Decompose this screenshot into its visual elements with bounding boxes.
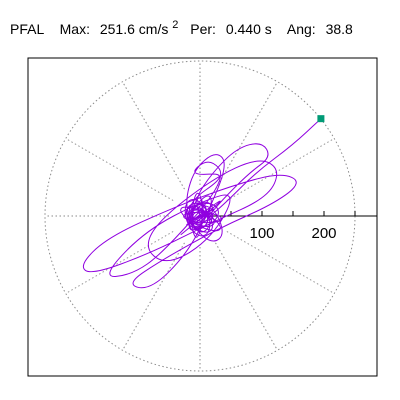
grid-spoke-120	[122, 81, 185, 190]
grid-spoke-150	[65, 138, 174, 201]
chart-header: PFAL Max: 251.6 cm/s 2 Per: 0.440 s Ang:…	[10, 15, 353, 37]
plot-frame	[27, 57, 378, 377]
motion-trace-group	[82, 115, 325, 289]
per-value: 0.440 s	[226, 21, 272, 37]
grid-spoke-240	[122, 242, 185, 351]
trace-cluster-loop	[185, 202, 209, 230]
trace-cluster-loop	[180, 206, 221, 232]
grid-spoke-30	[226, 138, 335, 201]
ang-label: Ang:	[287, 21, 316, 37]
grid-spoke-330	[226, 231, 335, 294]
per-label: Per:	[190, 21, 216, 37]
grid-spoke-210	[65, 231, 174, 294]
trace-cluster-loop	[191, 192, 203, 238]
grid-spoke-60	[215, 81, 278, 190]
max-label: Max:	[60, 21, 90, 37]
x-axis-tick-label-200: 200	[311, 225, 336, 242]
ang-value: 38.8	[326, 21, 353, 37]
trace-cluster-loop	[186, 202, 219, 228]
max-exponent: 2	[172, 19, 178, 31]
trace-cluster-loop	[192, 197, 204, 231]
max-value: 251.6 cm/s	[100, 21, 168, 37]
trace-cluster-loop	[188, 195, 212, 231]
grid-spoke-300	[215, 242, 278, 351]
x-axis: 100 200	[200, 211, 377, 242]
x-axis-tick-label-100: 100	[249, 225, 274, 242]
station-code: PFAL	[10, 21, 44, 37]
trace-end-marker	[317, 115, 325, 123]
